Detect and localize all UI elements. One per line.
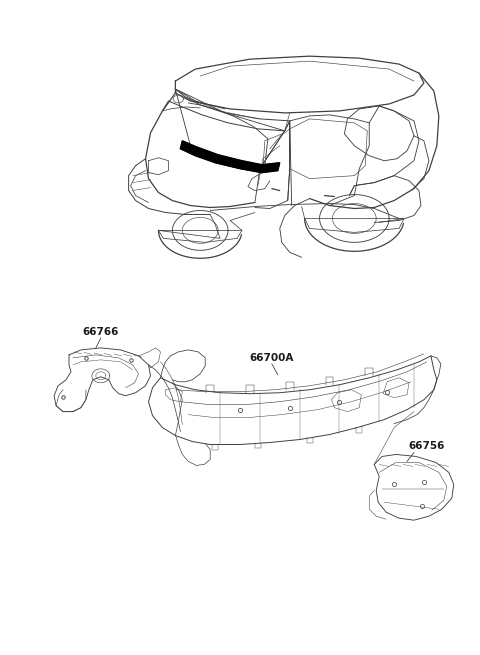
Text: 66756: 66756	[409, 441, 445, 451]
Text: 66766: 66766	[83, 327, 119, 337]
Polygon shape	[180, 141, 280, 173]
Text: 66700A: 66700A	[250, 353, 294, 363]
